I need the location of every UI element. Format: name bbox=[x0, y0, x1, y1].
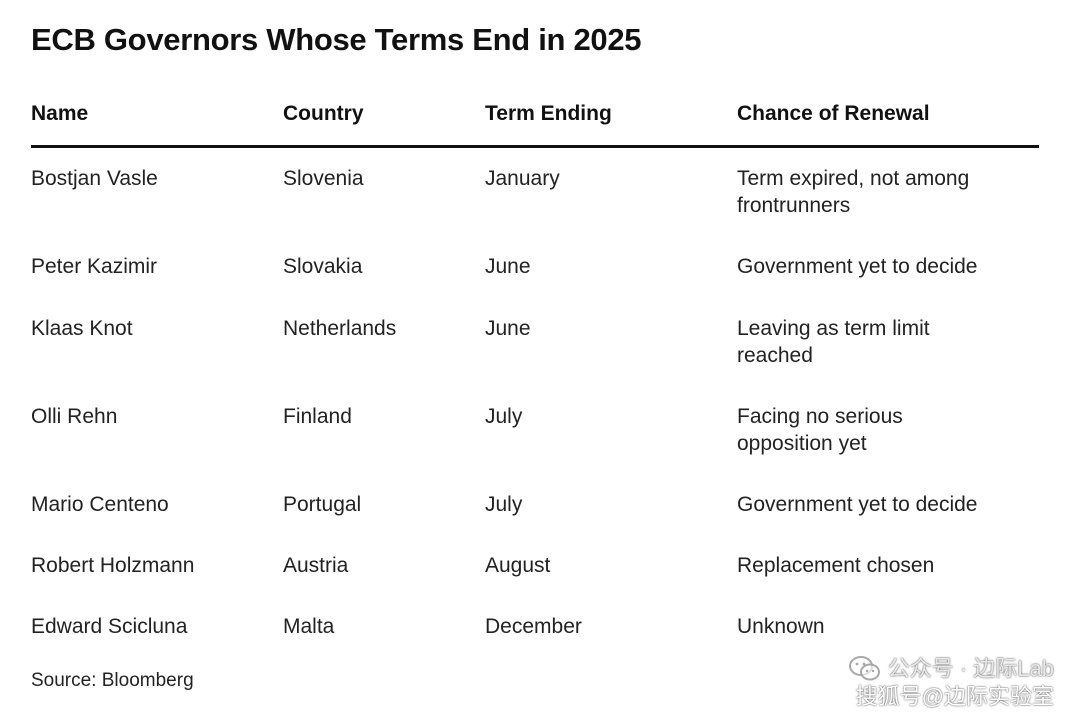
header-divider bbox=[31, 145, 1039, 148]
cell-term-ending: June bbox=[485, 317, 531, 340]
cell-country: Malta bbox=[283, 615, 335, 638]
cell-country: Netherlands bbox=[283, 317, 397, 340]
watermark-line-2: 搜狐号@边际实验室 bbox=[855, 684, 1054, 709]
column-header-name: Name bbox=[31, 102, 89, 125]
cell-country: Portugal bbox=[283, 493, 362, 516]
cell-country: Austria bbox=[283, 554, 349, 577]
cell-chance-of-renewal: Government yet to decide bbox=[737, 255, 978, 278]
cell-name: Olli Rehn bbox=[31, 405, 118, 428]
cell-name: Klaas Knot bbox=[31, 317, 133, 340]
watermark-line-1: 公众号 · 边际Lab bbox=[848, 655, 1054, 683]
cell-chance-of-renewal: Term expired, not among frontrunners bbox=[737, 167, 970, 217]
cell-country: Slovakia bbox=[283, 255, 363, 278]
source-note: Source: Bloomberg bbox=[31, 670, 194, 691]
cell-name: Peter Kazimir bbox=[31, 255, 158, 278]
column-header-country: Country bbox=[283, 102, 364, 125]
cell-chance-of-renewal: Replacement chosen bbox=[737, 554, 935, 577]
cell-name: Mario Centeno bbox=[31, 493, 169, 516]
cell-term-ending: August bbox=[485, 554, 551, 577]
watermark-account-text: 公众号 · 边际Lab bbox=[887, 656, 1054, 681]
cell-chance-of-renewal: Leaving as term limit reached bbox=[737, 317, 930, 367]
cell-term-ending: June bbox=[485, 255, 531, 278]
cell-term-ending: January bbox=[485, 167, 560, 190]
cell-country: Finland bbox=[283, 405, 352, 428]
column-header-chance-of-renewal: Chance of Renewal bbox=[737, 102, 930, 125]
page-title: ECB Governors Whose Terms End in 2025 bbox=[31, 22, 642, 57]
cell-term-ending: July bbox=[485, 493, 523, 516]
cell-name: Edward Scicluna bbox=[31, 615, 188, 638]
wechat-icon bbox=[848, 655, 882, 683]
column-header-term-ending: Term Ending bbox=[485, 102, 612, 125]
watermark: 公众号 · 边际Lab 搜狐号@边际实验室 bbox=[848, 655, 1054, 711]
cell-term-ending: July bbox=[485, 405, 523, 428]
cell-country: Slovenia bbox=[283, 167, 364, 190]
cell-name: Robert Holzmann bbox=[31, 554, 195, 577]
cell-chance-of-renewal: Government yet to decide bbox=[737, 493, 978, 516]
cell-name: Bostjan Vasle bbox=[31, 167, 158, 190]
cell-term-ending: December bbox=[485, 615, 582, 638]
cell-chance-of-renewal: Unknown bbox=[737, 615, 825, 638]
cell-chance-of-renewal: Facing no serious opposition yet bbox=[737, 405, 903, 455]
